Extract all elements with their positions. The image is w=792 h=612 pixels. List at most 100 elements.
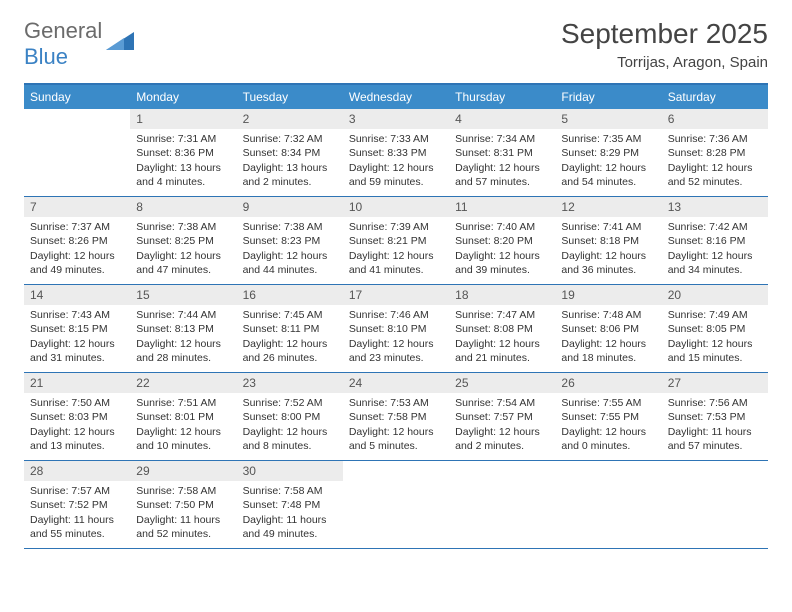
calendar-cell: 4Sunrise: 7:34 AMSunset: 8:31 PMDaylight…	[449, 109, 555, 197]
daylight-text: Daylight: 12 hours and 34 minutes.	[668, 249, 762, 277]
calendar-cell: 9Sunrise: 7:38 AMSunset: 8:23 PMDaylight…	[237, 197, 343, 285]
sunrise-text: Sunrise: 7:38 AM	[243, 220, 337, 234]
day-number: 8	[130, 197, 236, 217]
day-number: 18	[449, 285, 555, 305]
sunset-text: Sunset: 8:00 PM	[243, 410, 337, 424]
day-number: 24	[343, 373, 449, 393]
calendar-cell: 12Sunrise: 7:41 AMSunset: 8:18 PMDayligh…	[555, 197, 661, 285]
day-header: Tuesday	[237, 85, 343, 109]
sunrise-text: Sunrise: 7:58 AM	[136, 484, 230, 498]
day-number: 3	[343, 109, 449, 129]
sunrise-text: Sunrise: 7:34 AM	[455, 132, 549, 146]
location: Torrijas, Aragon, Spain	[561, 54, 768, 71]
calendar-cell: 7Sunrise: 7:37 AMSunset: 8:26 PMDaylight…	[24, 197, 130, 285]
daylight-text: Daylight: 12 hours and 8 minutes.	[243, 425, 337, 453]
sunrise-text: Sunrise: 7:41 AM	[561, 220, 655, 234]
calendar-cell: 13Sunrise: 7:42 AMSunset: 8:16 PMDayligh…	[662, 197, 768, 285]
sunrise-text: Sunrise: 7:44 AM	[136, 308, 230, 322]
day-number: 10	[343, 197, 449, 217]
sunrise-text: Sunrise: 7:56 AM	[668, 396, 762, 410]
sunrise-text: Sunrise: 7:52 AM	[243, 396, 337, 410]
calendar-cell: 26Sunrise: 7:55 AMSunset: 7:55 PMDayligh…	[555, 373, 661, 461]
day-number: 13	[662, 197, 768, 217]
day-number: 29	[130, 461, 236, 481]
daylight-text: Daylight: 12 hours and 28 minutes.	[136, 337, 230, 365]
day-number: 2	[237, 109, 343, 129]
calendar-cell: 22Sunrise: 7:51 AMSunset: 8:01 PMDayligh…	[130, 373, 236, 461]
day-number: 17	[343, 285, 449, 305]
sunrise-text: Sunrise: 7:39 AM	[349, 220, 443, 234]
day-number: 23	[237, 373, 343, 393]
calendar-cell: 6Sunrise: 7:36 AMSunset: 8:28 PMDaylight…	[662, 109, 768, 197]
sunset-text: Sunset: 8:16 PM	[668, 234, 762, 248]
daylight-text: Daylight: 12 hours and 47 minutes.	[136, 249, 230, 277]
sunset-text: Sunset: 8:28 PM	[668, 146, 762, 160]
sunrise-text: Sunrise: 7:33 AM	[349, 132, 443, 146]
sunset-text: Sunset: 8:06 PM	[561, 322, 655, 336]
daylight-text: Daylight: 12 hours and 54 minutes.	[561, 161, 655, 189]
sunset-text: Sunset: 7:53 PM	[668, 410, 762, 424]
daylight-text: Daylight: 12 hours and 23 minutes.	[349, 337, 443, 365]
day-number: 14	[24, 285, 130, 305]
sunset-text: Sunset: 7:58 PM	[349, 410, 443, 424]
sunset-text: Sunset: 8:18 PM	[561, 234, 655, 248]
sunset-text: Sunset: 8:03 PM	[30, 410, 124, 424]
daylight-text: Daylight: 12 hours and 36 minutes.	[561, 249, 655, 277]
calendar-cell: 1Sunrise: 7:31 AMSunset: 8:36 PMDaylight…	[130, 109, 236, 197]
calendar-cell: 25Sunrise: 7:54 AMSunset: 7:57 PMDayligh…	[449, 373, 555, 461]
daylight-text: Daylight: 12 hours and 57 minutes.	[455, 161, 549, 189]
day-number: 9	[237, 197, 343, 217]
sunset-text: Sunset: 8:11 PM	[243, 322, 337, 336]
calendar-grid: SundayMondayTuesdayWednesdayThursdayFrid…	[24, 83, 768, 549]
day-number: 7	[24, 197, 130, 217]
sunset-text: Sunset: 8:21 PM	[349, 234, 443, 248]
calendar-cell: 27Sunrise: 7:56 AMSunset: 7:53 PMDayligh…	[662, 373, 768, 461]
daylight-text: Daylight: 12 hours and 10 minutes.	[136, 425, 230, 453]
calendar-cell: 16 Sunrise: 7:45 AMSunset: 8:11 PMDayligh…	[237, 285, 343, 373]
day-header: Friday	[555, 85, 661, 109]
daylight-text: Daylight: 12 hours and 26 minutes.	[243, 337, 337, 365]
calendar-cell: 18 Sunrise: 7:47 AMSunset: 8:08 PMDayligh…	[449, 285, 555, 373]
sunset-text: Sunset: 8:08 PM	[455, 322, 549, 336]
logo-blue: Blue	[24, 44, 68, 69]
day-number: 16	[237, 285, 343, 305]
sunset-text: Sunset: 8:15 PM	[30, 322, 124, 336]
sunrise-text: Sunrise: 7:51 AM	[136, 396, 230, 410]
calendar-cell: 24Sunrise: 7:53 AMSunset: 7:58 PMDayligh…	[343, 373, 449, 461]
sunrise-text: Sunrise: 7:43 AM	[30, 308, 124, 322]
day-number: 28	[24, 461, 130, 481]
calendar-cell: 5Sunrise: 7:35 AMSunset: 8:29 PMDaylight…	[555, 109, 661, 197]
calendar-cell: 17 Sunrise: 7:46 AMSunset: 8:10 PMDayligh…	[343, 285, 449, 373]
daylight-text: Daylight: 12 hours and 31 minutes.	[30, 337, 124, 365]
sunrise-text: Sunrise: 7:37 AM	[30, 220, 124, 234]
sunset-text: Sunset: 7:52 PM	[30, 498, 124, 512]
daylight-text: Daylight: 11 hours and 57 minutes.	[668, 425, 762, 453]
sunset-text: Sunset: 7:57 PM	[455, 410, 549, 424]
sunrise-text: Sunrise: 7:46 AM	[349, 308, 443, 322]
day-number: 21	[24, 373, 130, 393]
daylight-text: Daylight: 13 hours and 2 minutes.	[243, 161, 337, 189]
sunrise-text: Sunrise: 7:45 AM	[243, 308, 337, 322]
day-number: 20	[662, 285, 768, 305]
sunset-text: Sunset: 8:05 PM	[668, 322, 762, 336]
daylight-text: Daylight: 12 hours and 59 minutes.	[349, 161, 443, 189]
daylight-text: Daylight: 11 hours and 52 minutes.	[136, 513, 230, 541]
sunrise-text: Sunrise: 7:32 AM	[243, 132, 337, 146]
sunrise-text: Sunrise: 7:47 AM	[455, 308, 549, 322]
sunset-text: Sunset: 8:10 PM	[349, 322, 443, 336]
calendar-cell: 14 Sunrise: 7:43 AMSunset: 8:15 PMDayligh…	[24, 285, 130, 373]
daylight-text: Daylight: 12 hours and 21 minutes.	[455, 337, 549, 365]
daylight-text: Daylight: 12 hours and 13 minutes.	[30, 425, 124, 453]
calendar-cell-empty	[343, 461, 449, 549]
daylight-text: Daylight: 12 hours and 0 minutes.	[561, 425, 655, 453]
day-number: 15	[130, 285, 236, 305]
daylight-text: Daylight: 12 hours and 15 minutes.	[668, 337, 762, 365]
title-block: September 2025 Torrijas, Aragon, Spain	[561, 18, 768, 71]
calendar-cell-empty	[449, 461, 555, 549]
sunrise-text: Sunrise: 7:35 AM	[561, 132, 655, 146]
sunrise-text: Sunrise: 7:58 AM	[243, 484, 337, 498]
sunrise-text: Sunrise: 7:49 AM	[668, 308, 762, 322]
day-header: Sunday	[24, 85, 130, 109]
day-header: Saturday	[662, 85, 768, 109]
sunset-text: Sunset: 8:13 PM	[136, 322, 230, 336]
